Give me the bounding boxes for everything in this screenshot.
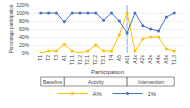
svg-text:T2: T2 [45,55,51,61]
svg-text:T4: T4 [108,55,114,61]
svg-text:0%: 0% [22,50,30,56]
svg-text:A5: A5 [116,55,122,61]
svg-text:1%: 1% [148,91,157,97]
svg-text:120%: 120% [16,2,29,8]
svg-text:80%: 80% [19,18,30,24]
svg-text:A4x: A4x [155,55,161,64]
svg-text:T2.2: T2.2 [92,55,98,65]
svg-text:A1x: A1x [132,55,138,64]
svg-text:Activity: Activity [88,79,104,85]
svg-text:T3.1: T3.1 [100,55,106,65]
svg-text:T3: T3 [53,55,59,61]
svg-text:A1: A1 [61,55,67,61]
svg-text:Baseline: Baseline [43,79,62,85]
svg-text:A3x: A3x [147,55,153,64]
svg-text:T1.3: T1.3 [171,55,177,65]
svg-text:40%: 40% [19,34,30,40]
svg-text:100%: 100% [16,10,29,16]
svg-text:60%: 60% [19,26,30,32]
svg-text:Intervention: Intervention [138,79,164,85]
svg-text:A%: A% [93,91,103,97]
svg-text:A2x: A2x [139,55,145,64]
svg-text:A01: A01 [124,55,130,64]
svg-text:20%: 20% [19,42,30,48]
svg-text:T2.1: T2.1 [84,55,90,65]
svg-text:Participation: Participation [91,69,124,75]
svg-text:A5x: A5x [163,55,169,64]
svg-text:T1.1: T1.1 [69,55,75,65]
svg-text:T1: T1 [37,55,43,61]
svg-text:T1.2: T1.2 [77,55,83,65]
svg-text:Percentage participation: Percentage participation [9,4,14,53]
